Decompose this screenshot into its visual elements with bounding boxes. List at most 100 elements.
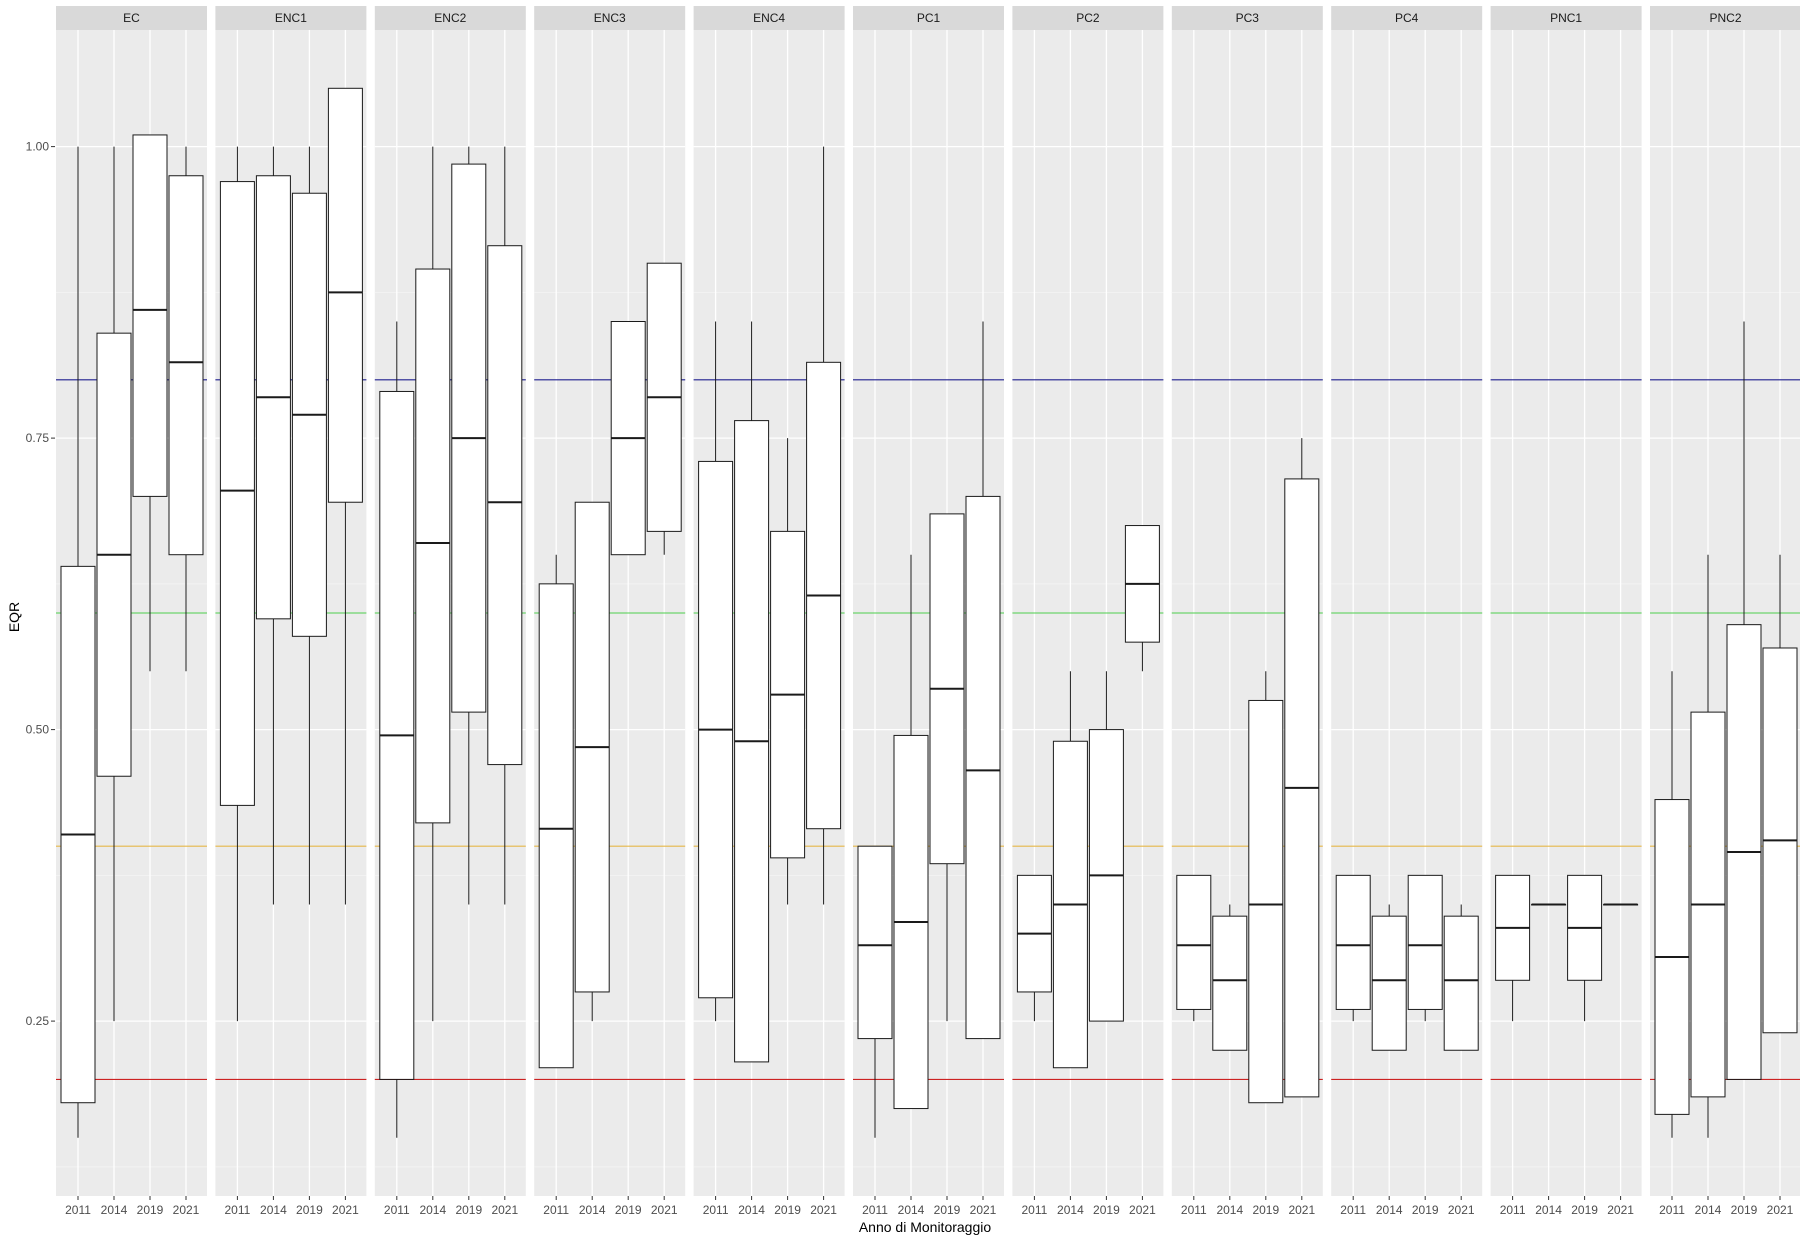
box-enc2-2011 (379, 321, 415, 1138)
x-tick-label: 2011 (65, 1203, 91, 1217)
panel-pc1: PC1 2011 2014 2019 2021 (853, 6, 1004, 1217)
box-body (965, 495, 1001, 1040)
panel-strip-label: PC4 (1395, 11, 1419, 25)
box-pnc2-2019 (1726, 321, 1762, 1080)
x-tick-label: 2019 (774, 1203, 801, 1217)
box-body (1335, 874, 1371, 1010)
box-pnc1-2011 (1495, 874, 1531, 1022)
y-tick-label: 1.00 (26, 140, 50, 154)
x-tick-label: 2019 (1093, 1203, 1120, 1217)
box-enc4-2011 (698, 321, 734, 1022)
box-ec-2019 (132, 134, 168, 672)
box-body (1407, 874, 1443, 1010)
box-body (1212, 915, 1248, 1051)
panel-pnc1: PNC1 2011 2014 2019 2021 (1490, 6, 1642, 1217)
box-body (168, 175, 204, 556)
x-axis-title: Anno di Monitoraggio (859, 1219, 992, 1235)
x-tick-label: 2019 (455, 1203, 482, 1217)
x-tick-label: 2011 (1181, 1203, 1207, 1217)
panel-pc3: PC3 2011 2014 2019 2021 (1171, 6, 1323, 1217)
x-tick-label: 2014 (101, 1203, 128, 1217)
box-enc4-2021 (806, 146, 842, 905)
panel-enc4: ENC4 2011 2014 2019 2021 (693, 6, 845, 1217)
panel-ec: EC 2011 2014 2019 2021 (56, 6, 207, 1217)
panel-strip-label: ENC1 (275, 11, 307, 25)
x-tick-label: 2021 (1607, 1203, 1634, 1217)
box-enc4-2019 (770, 438, 806, 905)
x-tick-label: 2011 (543, 1203, 569, 1217)
panel-strip (215, 6, 367, 30)
box-pc4-2021 (1443, 904, 1479, 1051)
box-enc3-2011 (538, 554, 574, 1069)
box-enc2-2014 (415, 146, 451, 1022)
panel-pnc2: PNC2 2011 2014 2019 2021 (1650, 6, 1800, 1217)
box-pnc1-2021 (1603, 903, 1639, 906)
box-body (1176, 874, 1212, 1010)
panel-strip-label: PC1 (917, 11, 941, 25)
x-tick-label: 2014 (1057, 1203, 1084, 1217)
x-tick-label: 2011 (862, 1203, 888, 1217)
x-tick-label: 2021 (1767, 1203, 1794, 1217)
x-tick-label: 2014 (1695, 1203, 1722, 1217)
panel-enc2: ENC2 2011 2014 2019 2021 (374, 6, 526, 1217)
x-tick-label: 2021 (651, 1203, 678, 1217)
x-tick-label: 2014 (898, 1203, 925, 1217)
box-enc4-2014 (734, 321, 770, 1063)
box-pnc1-2019 (1567, 874, 1603, 1022)
panel-strip-label: PC3 (1236, 11, 1260, 25)
panel-strip (853, 6, 1004, 30)
box-enc3-2014 (574, 501, 610, 1022)
y-tick-label: 0.75 (26, 431, 50, 445)
box-enc1-2021 (327, 87, 363, 905)
x-tick-label: 2019 (615, 1203, 642, 1217)
panel-enc1: ENC1 2011 2014 2019 2021 (215, 6, 367, 1217)
x-tick-label: 2011 (1340, 1203, 1366, 1217)
x-tick-label: 2019 (296, 1203, 323, 1217)
box-body (1443, 915, 1479, 1051)
x-tick-label: 2014 (260, 1203, 287, 1217)
box-pc2-2014 (1052, 671, 1088, 1069)
box-pc3-2014 (1212, 904, 1248, 1051)
panel-strip (1171, 6, 1323, 30)
x-tick-label: 2021 (810, 1203, 837, 1217)
panel-strip-label: EC (123, 11, 140, 25)
box-body (132, 134, 168, 497)
box-body (415, 268, 451, 824)
x-tick-label: 2014 (1376, 1203, 1403, 1217)
box-pc3-2011 (1176, 874, 1212, 1022)
box-pc3-2019 (1248, 671, 1284, 1104)
box-pnc2-2011 (1654, 671, 1690, 1138)
box-ec-2014 (96, 146, 132, 1022)
box-body (487, 245, 523, 766)
panel-strip-label: PC2 (1076, 11, 1100, 25)
panel-pc2: PC2 2011 2014 2019 2021 (1012, 6, 1164, 1217)
panel-strip (374, 6, 526, 30)
panel-pc4: PC4 2011 2014 2019 2021 (1331, 6, 1483, 1217)
box-body (538, 583, 574, 1069)
x-tick-label: 2011 (224, 1203, 250, 1217)
x-tick-label: 2021 (1448, 1203, 1475, 1217)
panel-strip (693, 6, 845, 30)
x-tick-label: 2019 (1731, 1203, 1758, 1217)
box-ec-2011 (60, 146, 96, 1138)
box-enc3-2021 (646, 262, 682, 555)
panel-strip (1650, 6, 1800, 30)
x-tick-label: 2014 (1216, 1203, 1243, 1217)
box-body (1248, 699, 1284, 1104)
x-tick-label: 2021 (173, 1203, 200, 1217)
y-axis-title: EQR (6, 602, 22, 632)
box-body (219, 181, 255, 806)
box-pc4-2014 (1371, 904, 1407, 1051)
panel-strip (1012, 6, 1164, 30)
box-pc4-2019 (1407, 874, 1443, 1022)
x-tick-label: 2011 (1021, 1203, 1047, 1217)
x-tick-label: 2019 (137, 1203, 164, 1217)
x-tick-label: 2014 (579, 1203, 606, 1217)
panel-enc3: ENC3 2011 2014 2019 2021 (534, 6, 686, 1217)
x-tick-label: 2019 (934, 1203, 961, 1217)
x-tick-label: 2019 (1412, 1203, 1439, 1217)
panel-strip (1331, 6, 1483, 30)
box-enc1-2019 (291, 146, 327, 905)
panel-strip-label: ENC3 (594, 11, 626, 25)
